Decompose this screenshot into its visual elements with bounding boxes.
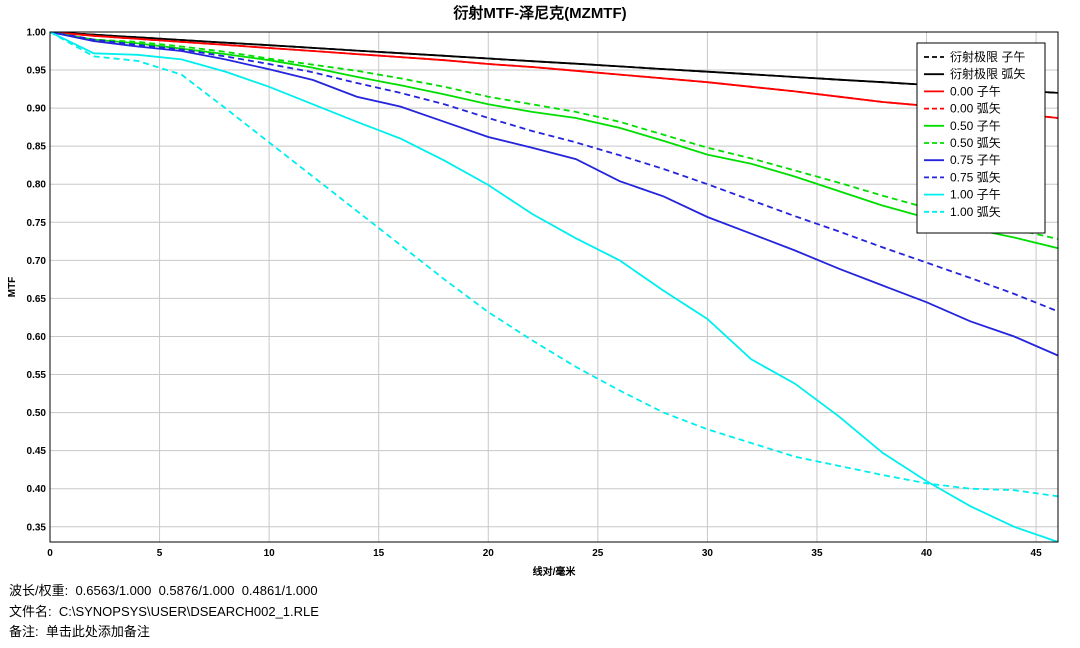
chart-title: 衍射MTF-泽尼克(MZMTF) [452,4,626,22]
legend-label-3: 0.00 弧矢 [950,102,1001,116]
y-tick-label: 1.00 [27,28,47,39]
x-tick-label: 45 [1031,548,1043,559]
x-tick-label: 35 [811,548,823,559]
series-line-7 [50,32,1058,313]
legend-label-8: 1.00 子午 [950,188,1001,202]
y-tick-label: 0.95 [27,66,47,77]
y-tick-label: 0.60 [27,332,47,343]
footer-info: 波长/权重: 0.6563/1.000 0.5876/1.000 0.4861/… [9,581,319,643]
x-axis-ticks: 0 5 10 15 20 25 30 35 40 45 [47,548,1042,559]
legend-label-0: 衍射极限 子午 [950,49,1025,64]
plot-border [49,31,1059,543]
x-tick-label: 0 [47,548,53,559]
legend-label-4: 0.50 子午 [950,119,1001,133]
x-tick-label: 5 [157,548,163,559]
y-tick-label: 0.50 [27,408,47,419]
y-tick-label: 0.80 [27,180,47,191]
legend-label-5: 0.50 弧矢 [950,136,1001,150]
series-line-3 [50,32,1058,119]
x-tick-label: 25 [592,548,604,559]
y-axis-label: MTF [7,277,18,298]
x-tick-label: 10 [264,548,276,559]
y-tick-label: 0.35 [27,522,47,533]
series-line-8 [50,32,1058,542]
x-tick-label: 20 [483,548,495,559]
file-name: 文件名: C:\SYNOPSYS\USER\DSEARCH002_1.RLE [9,603,319,619]
y-tick-label: 0.40 [27,484,47,495]
x-tick-label: 15 [373,548,385,559]
y-tick-label: 0.55 [27,370,47,381]
mtf-chart: 1.00 0.95 0.90 0.85 0.80 0.75 0.70 0.65 0.60 0.55… [7,4,1059,578]
legend-label-7: 0.75 弧矢 [950,170,1001,184]
series-line-1 [50,32,1058,94]
series-line-5 [50,32,1058,240]
x-tick-label: 40 [921,548,933,559]
y-tick-label: 0.45 [27,446,47,457]
series-lines [50,32,1058,542]
y-tick-label: 0.85 [27,142,47,153]
x-axis-label: 线对/毫米 [533,565,577,578]
series-line-4 [50,32,1058,250]
y-tick-label: 0.70 [27,256,47,267]
legend-label-1: 衍射极限 弧矢 [950,66,1025,81]
x-tick-label: 30 [702,548,714,559]
legend-label-9: 1.00 弧矢 [950,205,1001,219]
y-tick-label: 0.65 [27,294,47,305]
y-axis-ticks: 1.00 0.95 0.90 0.85 0.80 0.75 0.70 0.65 0.60 0.55… [27,28,47,534]
series-line-9 [50,32,1058,498]
legend-label-2: 0.00 子午 [950,84,1001,98]
wavelength-weights: 波长/权重: 0.6563/1.000 0.5876/1.000 0.4861/… [9,583,318,598]
series-line-6 [50,32,1058,357]
y-tick-label: 0.90 [27,104,47,115]
y-tick-label: 0.75 [27,218,47,229]
note-field[interactable]: 备注: 单击此处添加备注 [9,624,150,639]
legend-label-6: 0.75 子午 [950,153,1001,167]
